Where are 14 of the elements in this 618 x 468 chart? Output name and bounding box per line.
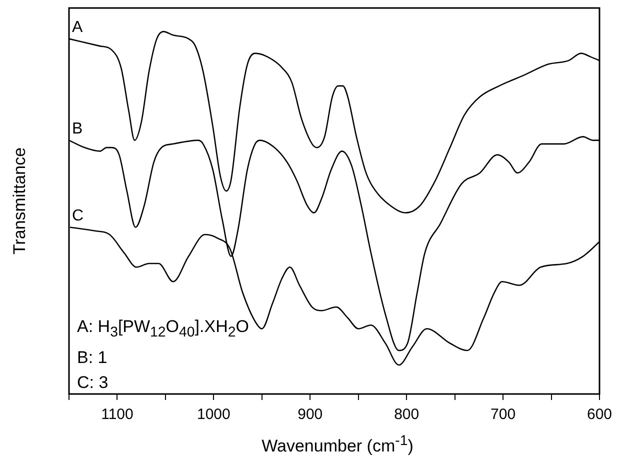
annotation: C: 3 (77, 372, 110, 394)
series-label: B (72, 120, 83, 138)
x-tick-label: 700 (490, 406, 516, 424)
x-tick-label: 1000 (196, 406, 230, 424)
x-tick-label: 600 (586, 406, 612, 424)
x-tick-label: 900 (298, 406, 323, 424)
annotation: B: 1 (77, 347, 108, 370)
x-tick-label: 800 (394, 406, 420, 424)
y-axis-title: Transmittance (10, 147, 29, 255)
x-axis-title: Wavenumber (cm$^{-1}$) (260, 433, 414, 457)
series-label: A (72, 19, 83, 36)
text: A: H$_{3}$[PW$_{12}$O$_{40}$].XH$_{2}$O (77, 317, 249, 340)
x-tick-label: 1100 (101, 406, 134, 424)
series-label: C (72, 208, 84, 225)
